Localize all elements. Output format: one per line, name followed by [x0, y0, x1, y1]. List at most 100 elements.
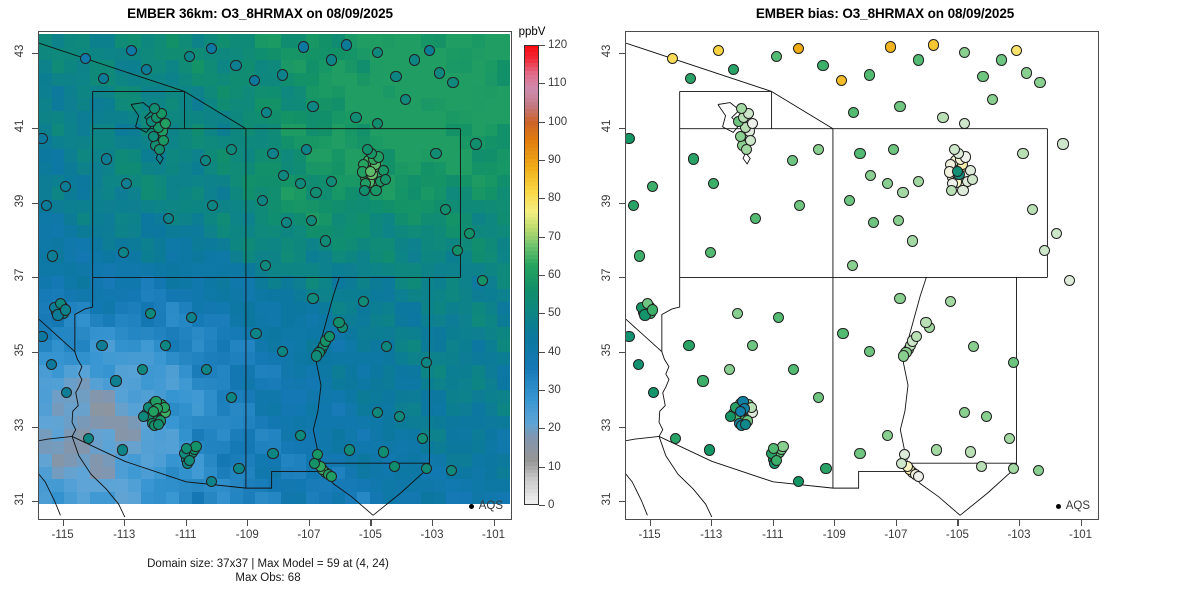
- raster-cell: [89, 389, 104, 404]
- x-axis-tick: [957, 520, 959, 526]
- colorbar-tick-label: 120: [548, 39, 568, 51]
- raster-cell: [229, 173, 244, 188]
- raster-cell: [484, 224, 499, 239]
- observation-marker: [957, 185, 969, 197]
- raster-cell: [382, 326, 397, 340]
- raster-cell: [89, 491, 104, 505]
- border-polyline: [626, 473, 648, 516]
- raster-cell: [357, 415, 371, 429]
- raster-cell: [204, 186, 218, 200]
- raster-cell: [306, 313, 320, 327]
- colorbar-tick: [539, 351, 545, 353]
- x-axis-tick: [711, 520, 713, 526]
- colorbar-segment: [525, 288, 538, 294]
- colorbar-segment: [525, 93, 538, 98]
- x-axis-tick: [895, 520, 897, 526]
- observation-marker: [379, 173, 391, 186]
- observation-marker: [307, 293, 319, 305]
- raster-cell: [140, 237, 155, 251]
- raster-cell: [471, 224, 486, 239]
- colorbar-segment: [525, 361, 538, 366]
- raster-cell: [331, 224, 346, 239]
- raster-cell: [191, 186, 206, 200]
- raster-cell: [344, 173, 359, 188]
- raster-cell: [420, 262, 435, 277]
- raster-cell: [229, 224, 244, 239]
- observation-marker: [931, 444, 943, 456]
- x-axis-tick-label: -101: [482, 529, 506, 541]
- colorbar-tick: [539, 45, 545, 47]
- raster-cell: [331, 427, 346, 442]
- raster-cell: [357, 249, 371, 264]
- raster-cell: [497, 478, 511, 493]
- raster-cell: [204, 351, 218, 366]
- raster-cell: [153, 313, 168, 327]
- colorbar-segment: [525, 200, 538, 205]
- raster-cell: [420, 211, 435, 226]
- raster-cell: [382, 224, 397, 239]
- raster-cell: [89, 186, 104, 200]
- y-axis-tick-label: 35: [601, 343, 613, 357]
- colorbar-segment: [525, 323, 538, 328]
- raster-cell: [140, 275, 155, 289]
- raster-cell: [64, 224, 78, 239]
- x-axis-tick-label: -115: [638, 529, 661, 541]
- colorbar-segment: [525, 407, 538, 412]
- raster-cell: [115, 338, 129, 353]
- raster-cell: [268, 313, 282, 327]
- observation-marker: [267, 147, 279, 159]
- raster-cell: [344, 262, 359, 277]
- raster-cell: [433, 262, 448, 277]
- colorbar-segment: [525, 169, 538, 175]
- raster-cell: [357, 211, 371, 226]
- observation-marker: [144, 307, 156, 320]
- y-axis-tick: [32, 277, 38, 279]
- raster-cell: [217, 453, 231, 467]
- colorbar-tick-label: 80: [548, 192, 561, 205]
- raster-cell: [115, 351, 129, 366]
- raster-cell: [77, 478, 91, 493]
- raster-cell: [191, 249, 206, 264]
- raster-cell: [319, 491, 333, 505]
- raster-cell: [319, 427, 333, 442]
- raster-cell: [344, 427, 359, 442]
- raster-cell: [395, 326, 409, 340]
- raster-cell: [280, 364, 295, 378]
- raster-cell: [128, 199, 142, 213]
- raster-cell: [484, 199, 499, 213]
- raster-cell: [217, 249, 231, 264]
- colorbar-segment: [525, 438, 538, 443]
- raster-cell: [89, 415, 104, 429]
- observation-marker: [325, 470, 337, 482]
- raster-cell: [128, 313, 142, 327]
- raster-cell: [166, 440, 180, 454]
- raster-cell: [484, 453, 499, 467]
- raster-cell: [306, 224, 320, 239]
- raster-cell: [497, 199, 511, 213]
- raster-cell: [128, 224, 142, 239]
- raster-cell: [51, 326, 66, 340]
- raster-cell: [204, 211, 218, 226]
- raster-cell: [382, 491, 397, 505]
- raster-cell: [128, 275, 142, 289]
- x-axis-tick-label: -113: [700, 529, 723, 541]
- raster-cell: [459, 288, 473, 302]
- raster-cell: [204, 237, 218, 251]
- raster-cell: [446, 313, 460, 327]
- raster-cell: [331, 389, 346, 404]
- raster-cell: [319, 288, 333, 302]
- raster-cell: [369, 465, 384, 480]
- raster-cell: [306, 173, 320, 188]
- colorbar-segment: [525, 135, 538, 140]
- raster-cell: [306, 478, 320, 493]
- raster-cell: [293, 313, 308, 327]
- raster-cell: [395, 275, 409, 289]
- raster-cell: [446, 364, 460, 378]
- border-polyline: [39, 435, 73, 442]
- raster-cell: [344, 415, 359, 429]
- left-colorbar-gradient: [524, 45, 539, 505]
- raster-cell: [102, 453, 117, 467]
- raster-cell: [128, 478, 142, 493]
- raster-cell: [280, 313, 295, 327]
- raster-cell: [471, 186, 486, 200]
